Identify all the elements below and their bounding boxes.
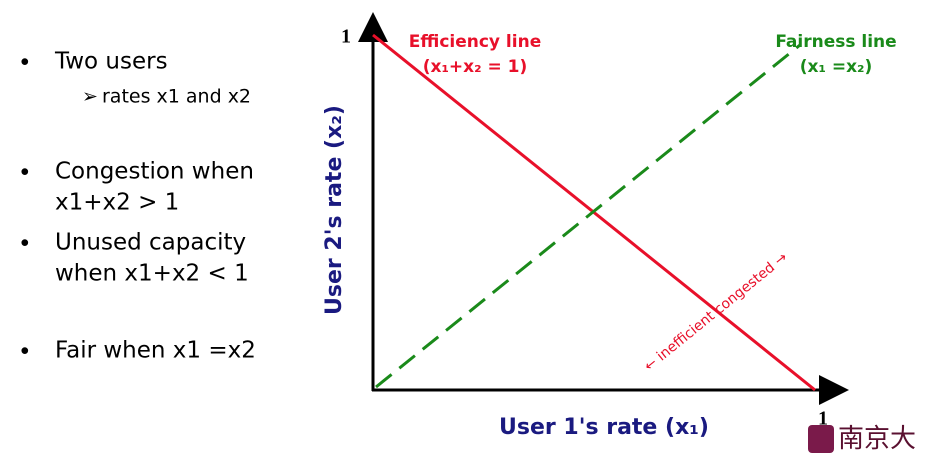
fairness-equation: (x₁ =x₂) xyxy=(800,57,873,77)
bullet: • xyxy=(18,51,32,77)
logo-text: 南京大 xyxy=(838,424,916,454)
efficiency-label: Efficiency line xyxy=(409,32,541,52)
efficiency-equation: (x₁+x₂ = 1) xyxy=(423,57,528,77)
sub-bullet-marker: ➢ xyxy=(82,86,98,108)
y-axis-max: 1 xyxy=(341,26,351,48)
bullet: • xyxy=(18,161,32,187)
x-axis-label: User 1's rate (x₁) xyxy=(499,415,709,440)
bullet-text: when x1+x2 < 1 xyxy=(55,261,249,287)
bullet-text: x1+x2 > 1 xyxy=(55,190,179,216)
logo-emblem xyxy=(808,425,834,453)
bullet: • xyxy=(18,340,32,366)
bullet-text: Two users xyxy=(54,49,168,75)
bullet-text: Unused capacity xyxy=(55,230,246,256)
bullet-text: Congestion when xyxy=(55,159,254,185)
bullet-list: • Two users ➢ rates x1 and x2 • Congesti… xyxy=(18,49,256,366)
logo: 南京大 xyxy=(808,424,916,454)
x-axis-max: 1 xyxy=(818,408,828,430)
sub-bullet-text: rates x1 and x2 xyxy=(102,86,251,108)
bullet-text: Fair when x1 =x2 xyxy=(55,338,256,364)
diagram: 1 1 Efficiency line (x₁+x₂ = 1) Fairness… xyxy=(322,12,897,440)
bullet: • xyxy=(18,232,32,258)
y-axis-label: User 2's rate (x₂) xyxy=(322,105,347,315)
fairness-line xyxy=(375,43,801,389)
fairness-label: Fairness line xyxy=(775,32,896,52)
